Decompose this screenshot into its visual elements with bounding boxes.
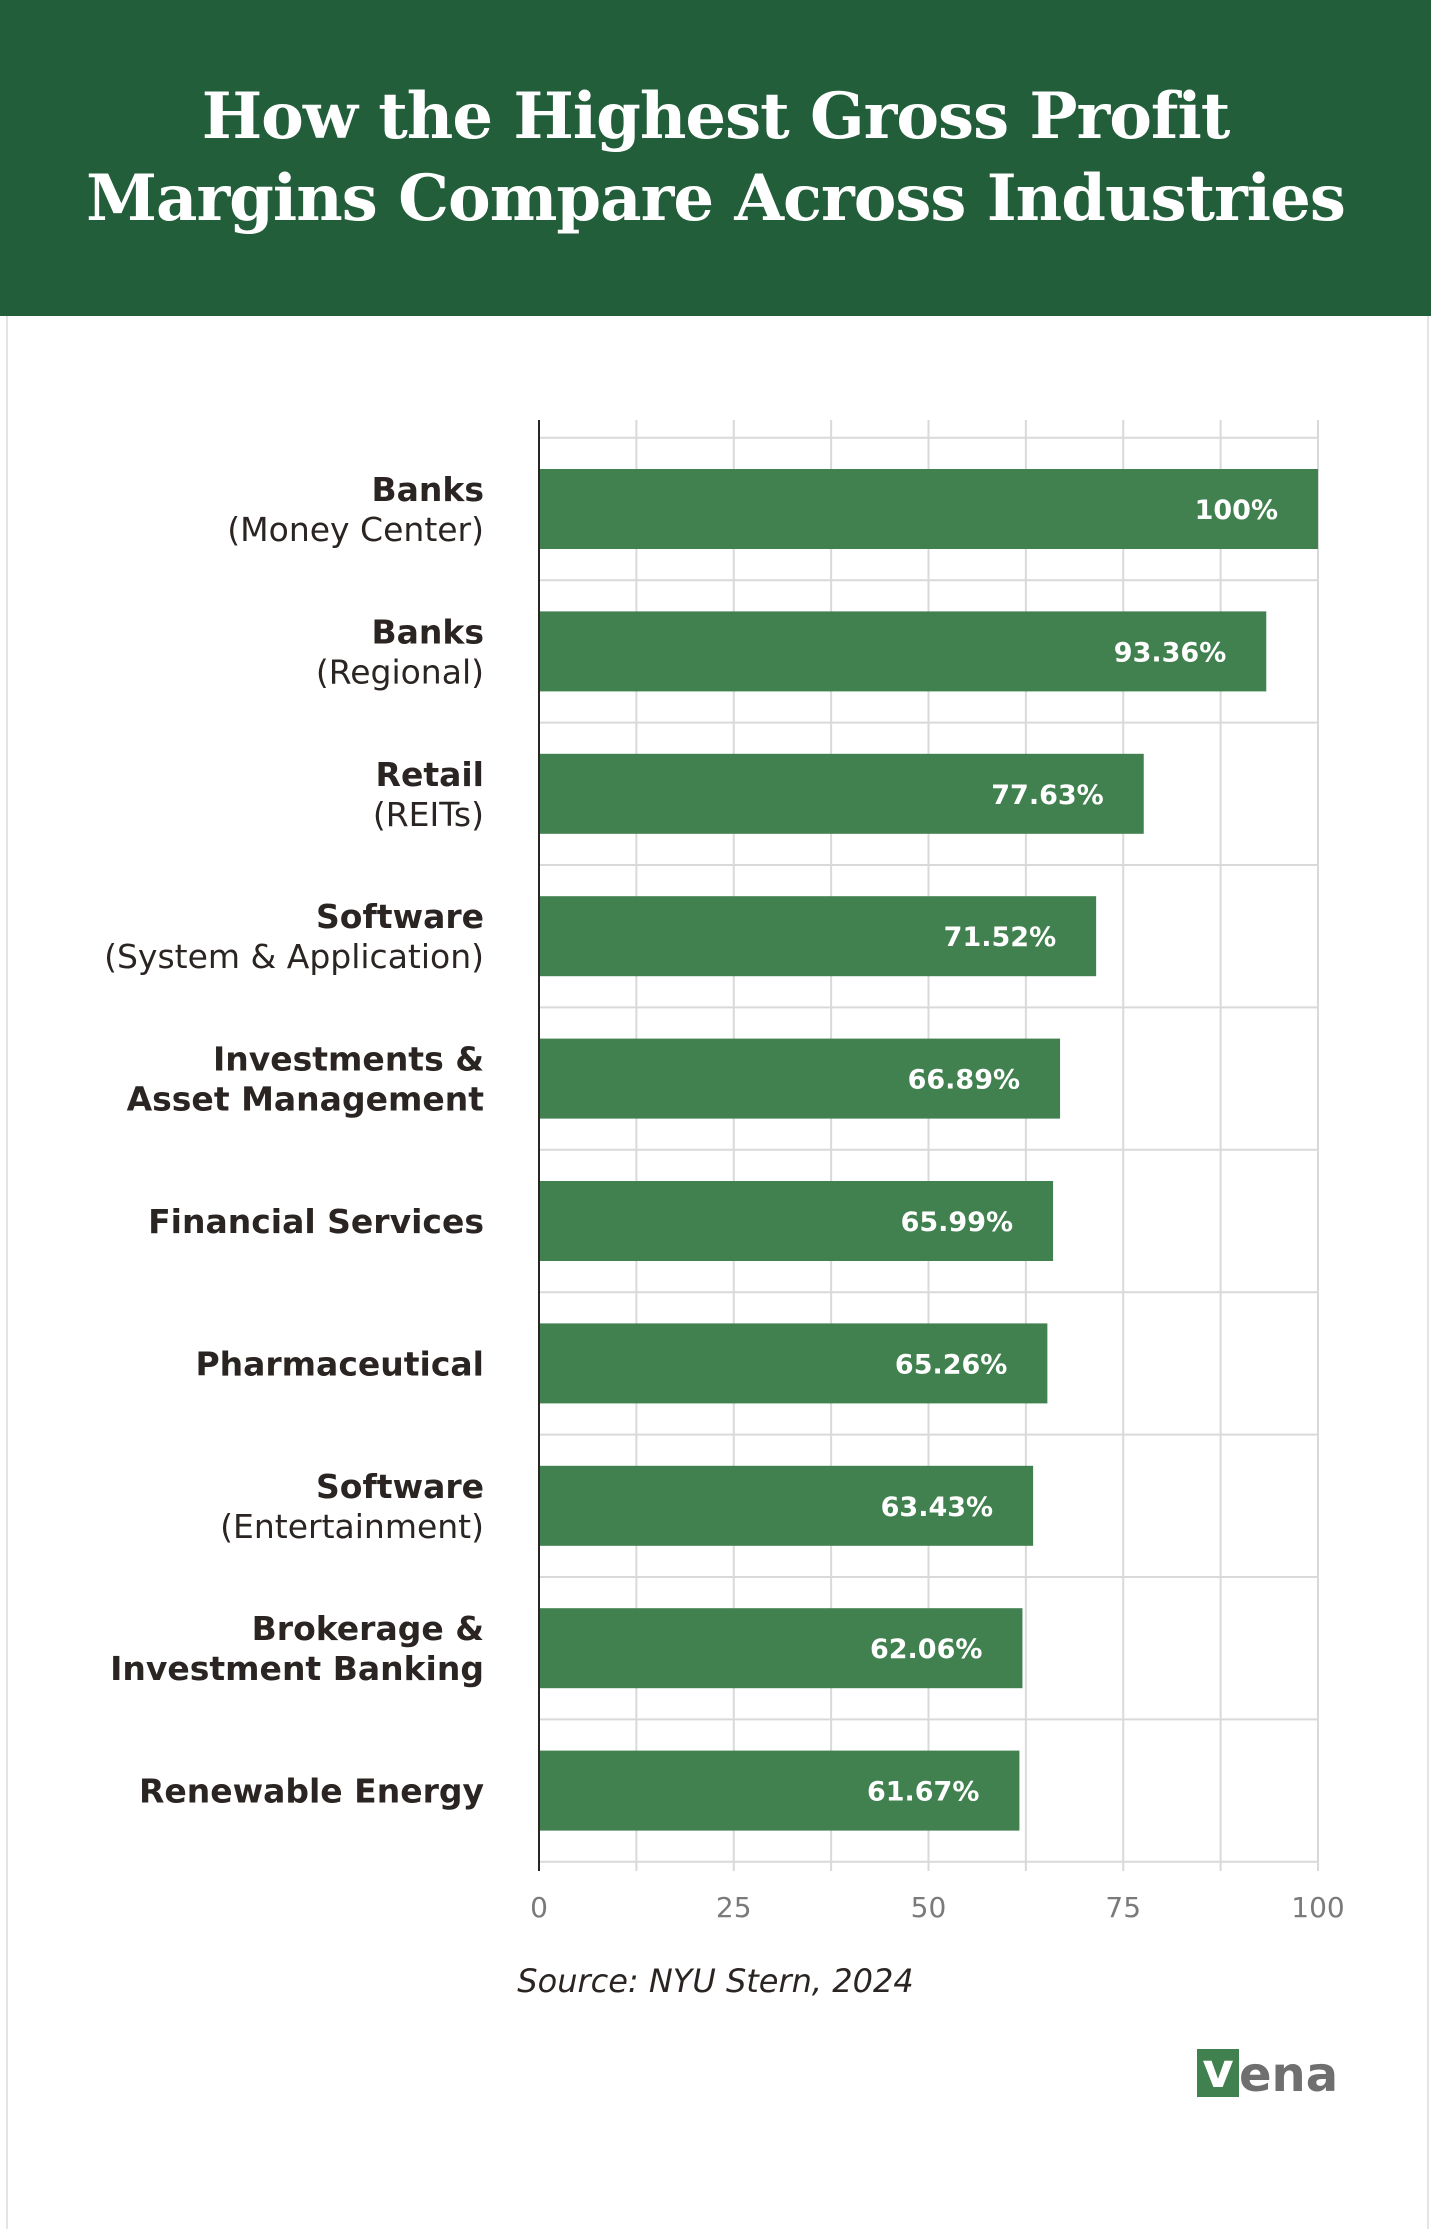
category-sublabel: (Money Center) — [227, 510, 484, 549]
bar — [539, 1608, 1023, 1689]
bar-value-label: 93.36% — [1114, 637, 1226, 668]
category-label: Software — [316, 897, 484, 936]
bar — [539, 1465, 1034, 1546]
bar — [539, 753, 1144, 834]
x-tick-label: 75 — [1105, 1891, 1141, 1924]
chart-title: How the Highest Gross Profit Margins Comp… — [86, 76, 1346, 240]
bar — [539, 469, 1318, 549]
category-label-line2: Asset Management — [127, 1080, 485, 1119]
bar-value-label: 61.67% — [867, 1777, 979, 1808]
title-line-2: Margins Compare Across Industries — [86, 161, 1346, 236]
category-label: Banks — [371, 470, 484, 509]
bar-value-label: 62.06% — [870, 1634, 982, 1665]
bar-value-label: 77.63% — [991, 780, 1103, 811]
logo-v: v — [1197, 2047, 1239, 2097]
logo-ena: ena — [1239, 2047, 1339, 2103]
bar — [539, 896, 1097, 977]
category-label: Banks — [371, 612, 484, 651]
vena-logo: v ena — [1197, 2045, 1339, 2103]
bar — [539, 1181, 1054, 1261]
category-sublabel: (Entertainment) — [220, 1507, 484, 1546]
category-label: Pharmaceutical — [195, 1344, 484, 1383]
bar-value-label: 63.43% — [881, 1492, 993, 1523]
bar-value-label: 71.52% — [944, 922, 1056, 953]
bar — [539, 1750, 1020, 1831]
x-tick-label: 100 — [1291, 1891, 1344, 1924]
category-label-line2: Investment Banking — [110, 1649, 484, 1688]
bar-value-label: 66.89% — [908, 1065, 1020, 1096]
title-line-1: How the Highest Gross Profit — [201, 79, 1231, 154]
title-banner: How the Highest Gross Profit Margins Comp… — [0, 0, 1431, 316]
category-label: Retail — [376, 755, 484, 794]
category-label: Investments & — [213, 1040, 484, 1079]
chart-frame — [6, 316, 1429, 2229]
bar-value-label: 100% — [1195, 495, 1278, 526]
bar-value-label: 65.99% — [901, 1207, 1013, 1238]
bar-value-label: 65.26% — [895, 1349, 1007, 1380]
bar — [539, 611, 1267, 692]
x-tick-label: 50 — [911, 1891, 947, 1924]
bar — [539, 1323, 1048, 1404]
category-sublabel: (REITs) — [373, 795, 484, 834]
category-sublabel: (Regional) — [316, 652, 484, 691]
category-label: Software — [316, 1467, 484, 1506]
category-sublabel: (System & Application) — [104, 937, 484, 976]
category-label: Brokerage & — [252, 1609, 484, 1648]
source-note: Source: NYU Stern, 2024 — [517, 1962, 914, 2000]
x-tick-label: 0 — [530, 1891, 548, 1924]
bar — [539, 1038, 1061, 1119]
x-tick-label: 25 — [716, 1891, 752, 1924]
category-label: Renewable Energy — [139, 1772, 484, 1811]
category-label: Financial Services — [148, 1202, 484, 1241]
